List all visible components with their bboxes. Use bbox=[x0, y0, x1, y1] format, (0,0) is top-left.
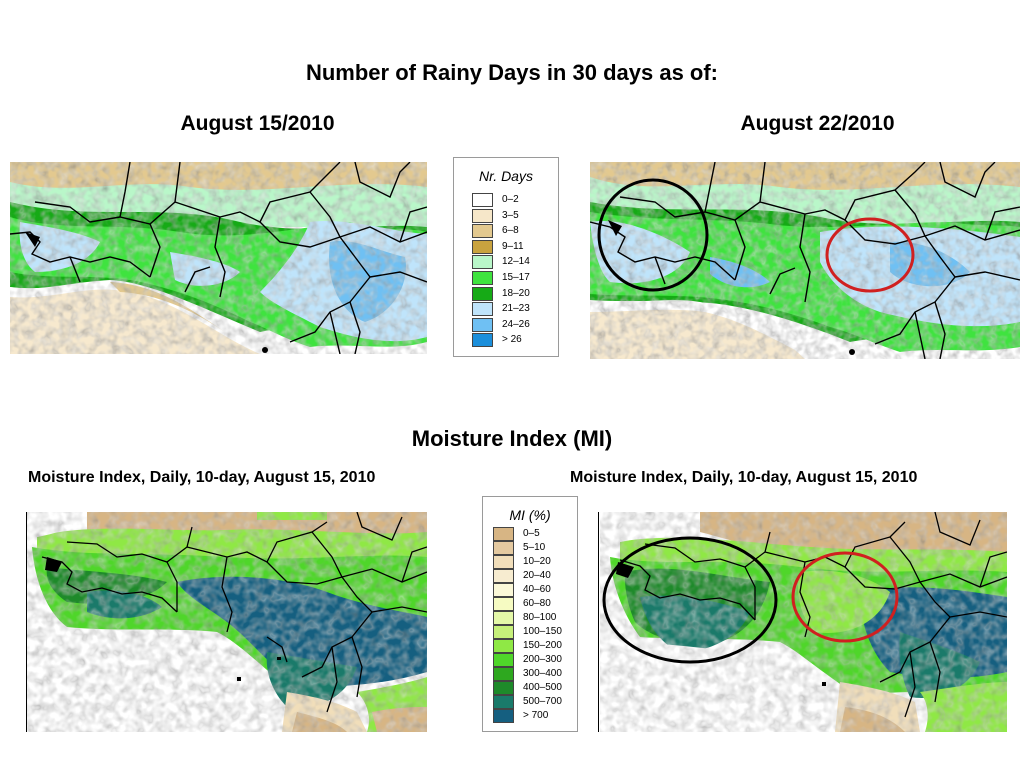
moisture-index-legend-label: 200–300 bbox=[523, 654, 562, 665]
rainy-days-legend-label: 18–20 bbox=[502, 287, 530, 299]
moisture-index-legend-swatch bbox=[493, 709, 514, 723]
date-left-label: August 15/2010 bbox=[180, 112, 335, 135]
rainy-days-legend-swatch bbox=[472, 317, 493, 332]
moisture-index-legend-swatch bbox=[493, 541, 514, 555]
rainy-days-legend-label: 15–17 bbox=[502, 272, 530, 283]
rainy-days-legend-label: > 26 bbox=[502, 334, 522, 346]
rainy-days-legend-swatch bbox=[472, 333, 493, 348]
rainy-days-legend-swatch bbox=[472, 302, 493, 317]
moisture-index-legend-swatch bbox=[493, 639, 514, 653]
rainy-days-legend-swatch bbox=[472, 224, 493, 239]
right-axis-line bbox=[598, 512, 599, 732]
rainy-days-legend-label: 21–23 bbox=[502, 303, 530, 315]
moisture-index-legend-label: 80–100 bbox=[523, 612, 557, 623]
moisture-index-legend-label: 100–150 bbox=[523, 626, 562, 637]
moisture-index-legend-label: 500–700 bbox=[523, 696, 562, 707]
rainy-days-legend-label: 0–2 bbox=[502, 194, 519, 205]
left-axis-line bbox=[26, 512, 27, 732]
moisture-index-legend-label: 10–20 bbox=[523, 556, 551, 567]
rainy-days-legend: Nr. Days 0–2 3–5 6–8 9–11 12–14 15–17 18–20 21–… bbox=[453, 157, 559, 357]
moisture-index-legend-label: 5–10 bbox=[523, 542, 546, 553]
highlight-circle-black bbox=[602, 536, 778, 664]
moisture-index-legend-swatch bbox=[493, 653, 514, 667]
moisture-index-legend-swatch bbox=[493, 625, 514, 639]
rainy-days-legend-label: 6–8 bbox=[502, 225, 519, 237]
moisture-index-legend-swatch bbox=[493, 695, 514, 709]
date-right-label: August 22/2010 bbox=[740, 112, 895, 135]
highlight-circle-black bbox=[597, 178, 709, 292]
rainy-days-legend-label: 3–5 bbox=[502, 209, 519, 221]
moisture-index-legend-swatch bbox=[493, 681, 514, 695]
moisture-index-legend-swatch bbox=[493, 667, 514, 681]
moisture-index-legend-label: 0–5 bbox=[523, 528, 540, 539]
moisture-index-map-right bbox=[600, 512, 1007, 732]
moisture-index-legend-swatch bbox=[493, 569, 514, 583]
moisture-index-legend-label: 150–200 bbox=[523, 640, 562, 651]
rainy-days-legend-swatch bbox=[472, 286, 493, 301]
rainy-days-legend-label: 9–11 bbox=[502, 240, 524, 252]
moisture-index-legend-label: > 700 bbox=[523, 710, 549, 721]
mi-caption-left: Moisture Index, Daily, 10-day, August 15… bbox=[28, 469, 376, 486]
moisture-index-legend-label: 400–500 bbox=[523, 682, 562, 693]
rainy-days-legend-label: 12–14 bbox=[502, 256, 530, 268]
rainy-days-map-aug22 bbox=[590, 162, 1020, 359]
moisture-index-legend-swatch bbox=[493, 583, 514, 597]
rainy-days-legend-swatch bbox=[472, 193, 493, 207]
moisture-index-legend: MI (%) 0–5 5–10 10–20 20–40 40–60 60–80 80–100… bbox=[482, 496, 578, 732]
rainy-days-map-aug15 bbox=[10, 162, 427, 354]
moisture-index-legend-label: 40–60 bbox=[523, 584, 551, 595]
moisture-index-legend-label: 300–400 bbox=[523, 668, 562, 679]
rainy-days-legend-swatch bbox=[472, 239, 493, 254]
moisture-index-legend-swatch bbox=[493, 555, 514, 569]
highlight-circle-red bbox=[791, 551, 899, 643]
moisture-index-map-left bbox=[27, 512, 427, 732]
rainy-days-legend-label: 24–26 bbox=[502, 318, 530, 330]
moisture-index-title: Moisture Index (MI) bbox=[411, 426, 613, 451]
rainy-days-legend-swatch bbox=[472, 255, 493, 270]
rainy-days-legend-swatch bbox=[472, 208, 493, 223]
mi-caption-right: Moisture Index, Daily, 10-day, August 15… bbox=[570, 469, 918, 486]
highlight-circle-red bbox=[825, 217, 915, 293]
rainy-days-title: Number of Rainy Days in 30 days as of: bbox=[305, 60, 719, 85]
moisture-index-legend-swatch bbox=[493, 597, 514, 611]
moisture-index-legend-swatch bbox=[493, 611, 514, 625]
rainy-days-legend-title: Nr. Days bbox=[479, 168, 533, 184]
moisture-index-legend-title: MI (%) bbox=[509, 507, 551, 523]
rainy-days-legend-swatch bbox=[472, 271, 493, 285]
moisture-index-legend-label: 60–80 bbox=[523, 598, 551, 609]
moisture-index-legend-label: 20–40 bbox=[523, 570, 551, 581]
moisture-index-legend-swatch bbox=[493, 527, 514, 541]
